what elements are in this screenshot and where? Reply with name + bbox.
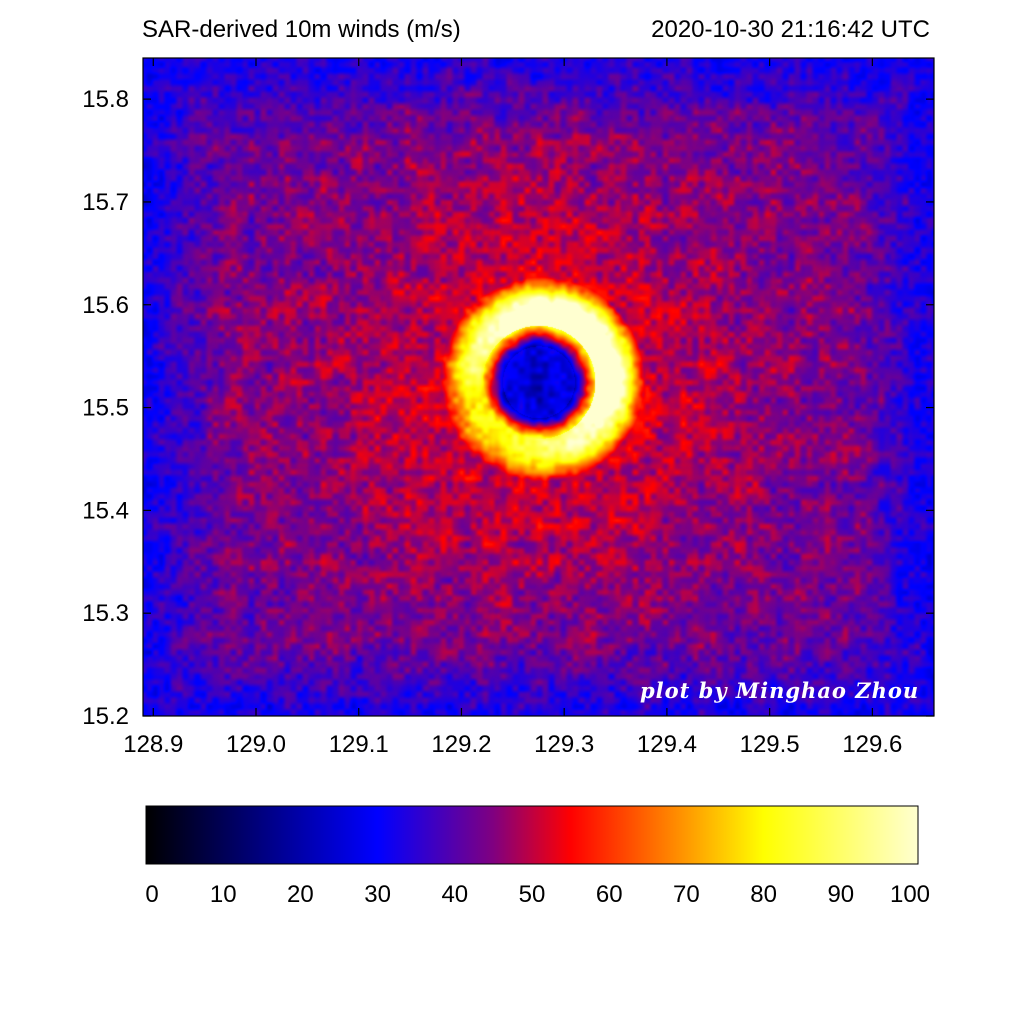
chart-timestamp: 2020-10-30 21:16:42 UTC xyxy=(651,16,930,43)
y-tick-label: 15.3 xyxy=(82,600,129,627)
x-tick-label: 129.5 xyxy=(740,731,800,758)
y-axis-ticks: 15.2 15.3 15.4 15.5 15.6 15.7 15.8 xyxy=(82,86,934,730)
colorbar-ticks: 0 10 20 30 40 50 60 70 80 90 100 xyxy=(145,881,930,908)
colorbar-tick-label: 40 xyxy=(441,881,468,908)
colorbar-tick-label: 100 xyxy=(890,881,930,908)
y-tick-label: 15.2 xyxy=(82,703,129,730)
colorbar-tick-label: 80 xyxy=(750,881,777,908)
colorbar-tick-label: 60 xyxy=(596,881,623,908)
colorbar-tick-label: 0 xyxy=(145,881,158,908)
y-tick-label: 15.4 xyxy=(82,497,129,524)
wind-heatmap xyxy=(143,58,934,716)
x-tick-label: 129.2 xyxy=(431,731,491,758)
colorbar-tick-label: 20 xyxy=(287,881,314,908)
x-tick-label: 129.1 xyxy=(329,731,389,758)
y-tick-label: 15.5 xyxy=(82,395,129,422)
wind-heatmap-container xyxy=(143,58,934,716)
plot-frame xyxy=(142,57,935,717)
colorbar xyxy=(145,805,919,865)
x-axis-ticks: 128.9 129.0 129.1 129.2 129.3 129.4 129.5 129.6 xyxy=(123,58,902,758)
y-tick-label: 15.7 xyxy=(82,189,129,216)
colorbar-tick-label: 30 xyxy=(364,881,391,908)
x-tick-label: 129.4 xyxy=(637,731,697,758)
y-tick-label: 15.8 xyxy=(82,86,129,113)
x-tick-label: 129.3 xyxy=(534,731,594,758)
x-tick-label: 129.0 xyxy=(226,731,286,758)
colorbar-tick-label: 50 xyxy=(519,881,546,908)
colorbar-tick-label: 70 xyxy=(673,881,700,908)
x-tick-label: 128.9 xyxy=(123,731,183,758)
colorbar-tick-label: 90 xyxy=(827,881,854,908)
x-tick-label: 129.6 xyxy=(842,731,902,758)
credit-text: plot by Minghao Zhou xyxy=(640,678,920,703)
y-tick-label: 15.6 xyxy=(82,292,129,319)
chart-title: SAR-derived 10m winds (m/s) xyxy=(142,16,461,43)
colorbar-tick-label: 10 xyxy=(210,881,237,908)
